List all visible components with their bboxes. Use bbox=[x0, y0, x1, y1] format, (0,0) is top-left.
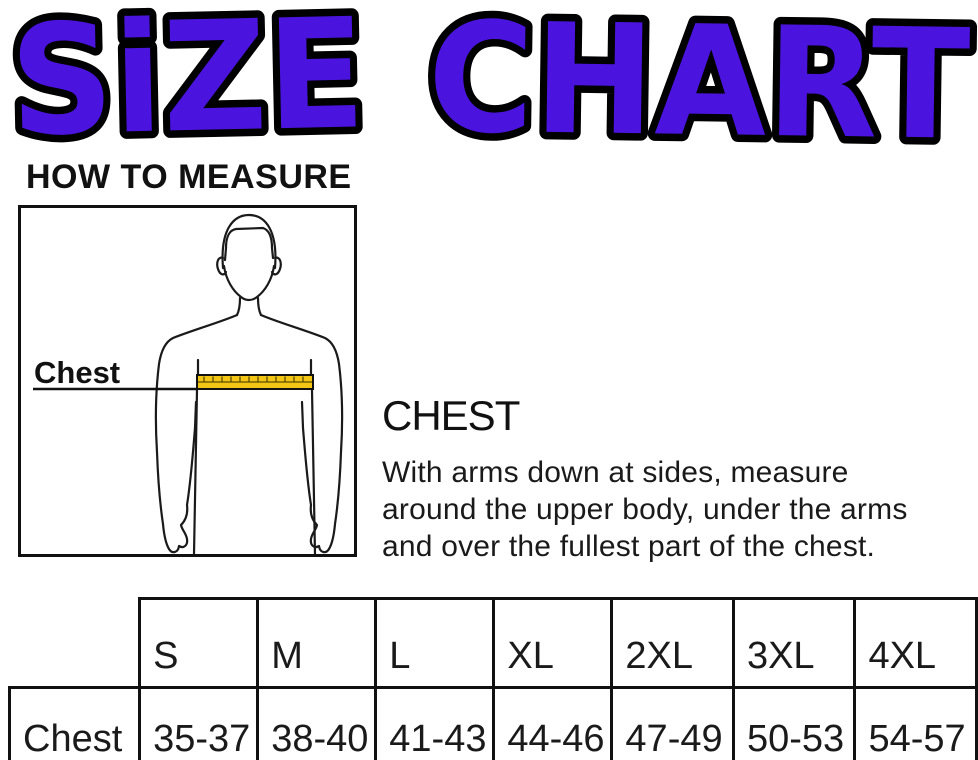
chest-value-s: 35-37 bbox=[138, 686, 260, 760]
chest-value-3xl: 50-53 bbox=[731, 686, 857, 760]
table-corner-empty-cell bbox=[10, 599, 140, 688]
chest-section-heading: CHEST bbox=[382, 392, 520, 439]
measurement-diagram-box: Chest bbox=[18, 205, 357, 557]
chest-value-m: 38-40 bbox=[256, 686, 378, 760]
size-column-header-xl: XL bbox=[492, 597, 614, 689]
chest-description-section: CHEST With arms down at sides, measure a… bbox=[382, 392, 978, 565]
size-column-header-m: M bbox=[256, 597, 378, 689]
chest-measurement-row: Chest 35-37 38-40 41-43 44-46 47-49 50-5… bbox=[7, 686, 978, 760]
chest-description-line-3: and over the fullest part of the chest. bbox=[382, 530, 876, 563]
chest-row-label: Chest bbox=[7, 686, 142, 760]
measuring-tape bbox=[196, 374, 314, 390]
size-table: S M L XL 2XL 3XL 4XL Chest 35-37 38-40 4… bbox=[7, 597, 978, 760]
chest-value-l: 41-43 bbox=[374, 686, 496, 760]
chest-value-4xl: 54-57 bbox=[853, 686, 978, 760]
chest-value-xl: 44-46 bbox=[492, 686, 614, 760]
size-column-header-3xl: 3XL bbox=[731, 597, 857, 689]
size-column-header-s: S bbox=[138, 597, 260, 689]
chest-description-line-2: around the upper body, under the arms bbox=[382, 493, 908, 526]
diagram-chest-label: Chest bbox=[34, 355, 120, 390]
torso-figure-outline bbox=[154, 213, 344, 554]
body-measurement-illustration: Chest bbox=[33, 213, 344, 554]
size-chart-title: SiZE CHART bbox=[1, 0, 978, 158]
size-column-header-4xl: 4XL bbox=[853, 597, 978, 689]
chest-value-2xl: 47-49 bbox=[610, 686, 735, 760]
title-word-chart: CHART bbox=[427, 0, 971, 158]
size-table-header-row: S M L XL 2XL 3XL 4XL bbox=[10, 597, 978, 689]
size-column-header-l: L bbox=[374, 597, 496, 689]
how-to-measure-heading: HOW TO MEASURE bbox=[26, 158, 352, 196]
title-word-size: SiZE bbox=[8, 0, 367, 158]
tape-tick-marks bbox=[203, 376, 304, 382]
chest-description-line-1: With arms down at sides, measure bbox=[382, 456, 849, 489]
size-column-header-2xl: 2XL bbox=[610, 597, 735, 689]
